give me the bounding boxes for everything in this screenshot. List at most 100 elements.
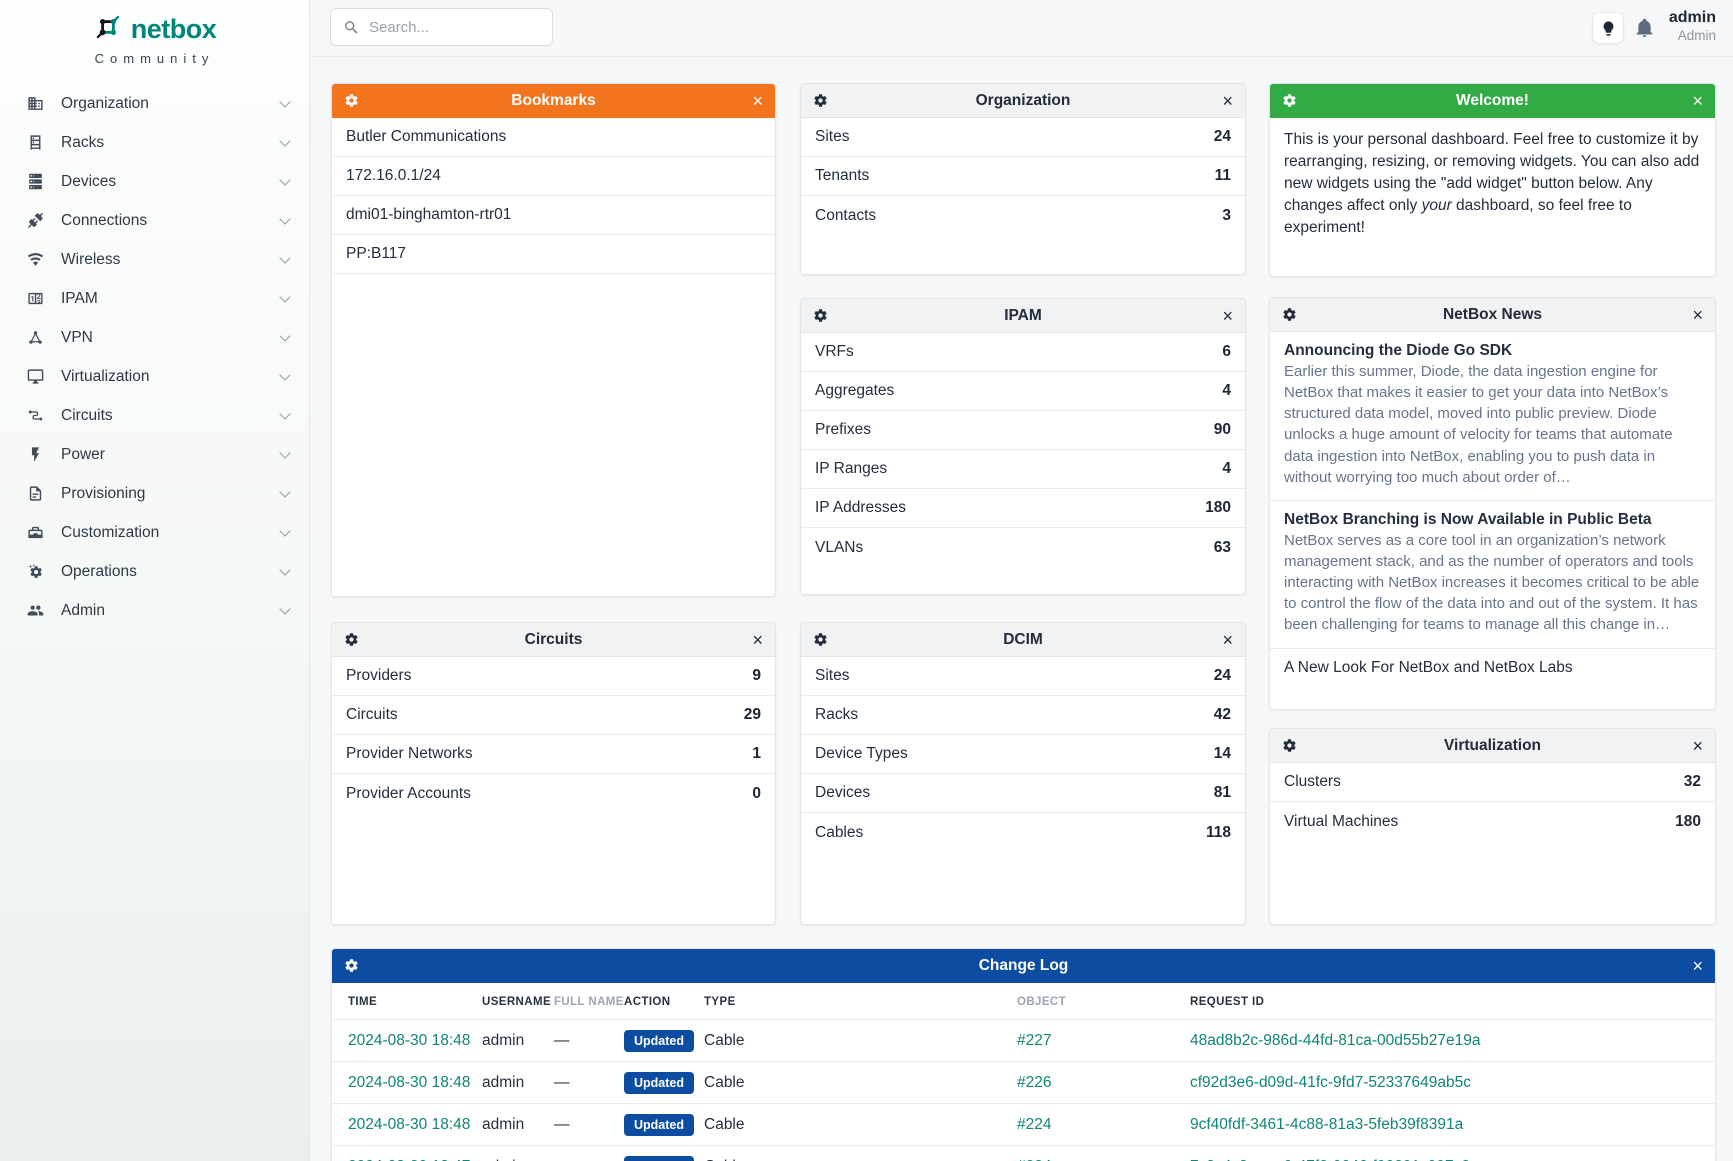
sidebar-item-power[interactable]: Power [0,435,309,474]
changelog-username: admin [474,1019,546,1062]
stat-value-link[interactable]: 9 [752,667,761,684]
changelog-time-link[interactable]: 2024-08-30 18:47 [348,1158,470,1161]
brand[interactable]: netbox Community [0,0,309,66]
changelog-request-id-link[interactable]: 48ad8b2c-986d-44fd-81ca-00d55b27e19a [1190,1032,1481,1049]
widget-ipam-header: IPAM × [801,299,1245,333]
stat-row: Virtual Machines 180 [1284,812,1701,830]
stat-value-link[interactable]: 24 [1213,667,1231,684]
sidebar-item-circuits[interactable]: Circuits [0,396,309,435]
gear-icon[interactable] [813,632,829,647]
gear-icon[interactable] [344,958,360,973]
changelog-time-link[interactable]: 2024-08-30 18:48 [348,1032,471,1049]
sidebar-item-vpn[interactable]: VPN [0,318,309,357]
stat-value-link[interactable]: 1 [752,745,761,762]
stat-value-link[interactable]: 42 [1213,706,1231,723]
widget-dcim: DCIM × Sites 24 Racks 42 Device Types 14 De… [800,622,1246,925]
sidebar-item-operations[interactable]: Operations [0,552,309,591]
theme-toggle-button[interactable] [1592,12,1624,44]
stat-value-link[interactable]: 180 [1675,812,1701,830]
widget-organization: Organization × Sites 24 Tenants 11 Contact… [800,83,1246,275]
changelog-request-id-link[interactable]: cf92d3e6-d09d-41fc-9fd7-52337649ab5c [1190,1074,1471,1091]
stat-value-link[interactable]: 3 [1222,206,1231,224]
widget-circuits-header: Circuits × [332,623,775,657]
notifications-button[interactable] [1634,17,1655,43]
gear-icon[interactable] [1282,738,1298,753]
stat-value-link[interactable]: 6 [1222,343,1231,360]
sidebar-item-admin[interactable]: Admin [0,591,309,630]
stat-value-link[interactable]: 180 [1205,499,1231,516]
transit-icon [26,407,44,425]
close-icon[interactable]: × [1222,629,1233,650]
stat-value-link[interactable]: 4 [1222,460,1231,477]
changelog-object-link[interactable]: #224 [1017,1116,1052,1133]
changelog-type: Cable [696,1061,1009,1104]
changelog-object-link[interactable]: #224 [1017,1158,1051,1161]
changelog-time-link[interactable]: 2024-08-30 18:48 [348,1116,471,1133]
sidebar-item-devices[interactable]: Devices [0,162,309,201]
stat-row: Contacts 3 [815,206,1231,224]
chevron-down-icon [279,602,291,615]
sidebar-item-virtualization[interactable]: Virtualization [0,357,309,396]
changelog-request-id-link[interactable]: 7c3c4c3c-ccc9-47f2-9046-f90291c997c2 [1190,1158,1470,1161]
close-icon[interactable]: × [1222,305,1233,326]
stat-row: Aggregates 4 [801,372,1245,411]
bookmark-item[interactable]: Butler Communications [332,118,775,157]
search-input[interactable] [369,18,529,36]
chevron-down-icon [279,251,291,264]
gear-icon[interactable] [813,308,829,323]
changelog-time-link[interactable]: 2024-08-30 18:48 [348,1074,471,1091]
bookmark-item[interactable]: 172.16.0.1/24 [332,157,775,196]
user-menu[interactable]: admin Admin [1669,9,1716,43]
stat-row: Circuits 29 [332,696,775,735]
sidebar-item-racks[interactable]: Racks [0,123,309,162]
gear-icon[interactable] [1282,307,1298,322]
news-more-link[interactable]: A New Look For NetBox and NetBox Labs [1284,658,1573,676]
changelog-request-id-link[interactable]: 9cf40fdf-3461-4c88-81a3-5feb39f8391a [1190,1116,1464,1133]
stat-value-link[interactable]: 90 [1213,421,1231,438]
gear-icon[interactable] [813,93,829,108]
chevron-down-icon [279,134,291,147]
stat-value-link[interactable]: 0 [752,784,761,802]
stat-value-link[interactable]: 24 [1213,128,1231,145]
close-icon[interactable]: × [1692,304,1703,325]
gear-icon[interactable] [1282,93,1298,108]
news-article: Announcing the Diode Go SDK Earlier this… [1270,332,1715,501]
chevron-down-icon [279,407,291,420]
stat-value-link[interactable]: 14 [1213,745,1231,762]
sidebar-item-wireless[interactable]: Wireless [0,240,309,279]
sidebar-item-customization[interactable]: Customization [0,513,309,552]
changelog-object-link[interactable]: #226 [1017,1074,1052,1091]
stat-value-link[interactable]: 11 [1214,167,1231,184]
stat-value-link[interactable]: 29 [743,706,761,723]
widget-title: Circuits [524,630,583,648]
close-icon[interactable]: × [752,629,763,650]
close-icon[interactable]: × [752,90,763,111]
stat-value-link[interactable]: 63 [1213,538,1231,556]
table-row: 2024-08-30 18:48 admin — Updated Cable #… [332,1103,1715,1146]
stat-value-link[interactable]: 118 [1205,823,1231,841]
close-icon[interactable]: × [1222,90,1233,111]
gear-icon[interactable] [344,93,360,108]
column-header-username: USERNAME [482,996,552,1008]
widget-netbox-news: NetBox News × Announcing the Diode Go SD… [1269,297,1716,710]
sidebar-nav: Organization Racks Devices Connections W… [0,84,309,630]
stat-value-link[interactable]: 4 [1222,382,1231,399]
sidebar-item-provisioning[interactable]: Provisioning [0,474,309,513]
sidebar-item-ipam[interactable]: IPAM [0,279,309,318]
close-icon[interactable]: × [1692,90,1703,111]
sidebar-item-connections[interactable]: Connections [0,201,309,240]
bookmark-item[interactable]: dmi01-binghamton-rtr01 [332,196,775,235]
bookmark-item[interactable]: PP:B117 [332,235,775,274]
sidebar-item-organization[interactable]: Organization [0,84,309,123]
action-badge: Updated [624,1030,694,1052]
stat-value-link[interactable]: 81 [1213,784,1231,801]
changelog-full-name: — [546,1103,616,1146]
news-article-title[interactable]: Announcing the Diode Go SDK [1284,342,1513,359]
changelog-object-link[interactable]: #227 [1017,1032,1052,1049]
document-icon [26,485,44,503]
close-icon[interactable]: × [1692,735,1703,756]
news-article-title[interactable]: NetBox Branching is Now Available in Pub… [1284,510,1652,528]
close-icon[interactable]: × [1692,955,1703,976]
gear-icon[interactable] [344,632,360,647]
stat-value-link[interactable]: 32 [1683,773,1701,790]
